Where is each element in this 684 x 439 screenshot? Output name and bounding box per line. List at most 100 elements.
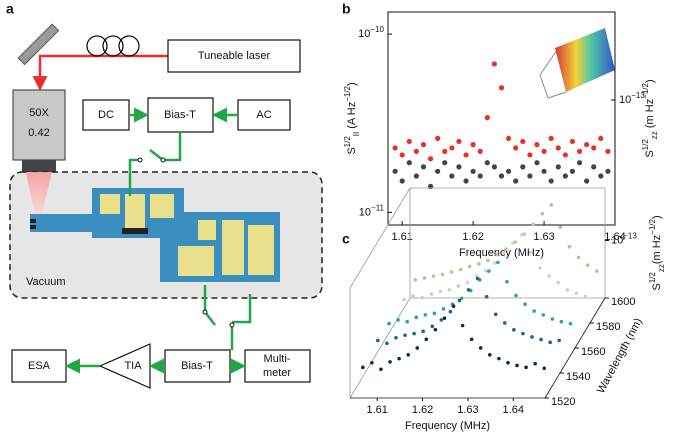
text-part: S bbox=[651, 283, 663, 290]
data-point bbox=[440, 272, 445, 277]
data-point bbox=[423, 313, 428, 317]
data-point bbox=[520, 138, 526, 145]
chip bbox=[30, 188, 280, 282]
data-point bbox=[465, 280, 470, 285]
data-point bbox=[420, 142, 427, 148]
data-point bbox=[414, 315, 419, 320]
data-point bbox=[585, 263, 590, 267]
data-point bbox=[463, 178, 469, 184]
data-point bbox=[457, 298, 462, 303]
data-point bbox=[562, 173, 568, 179]
data-point bbox=[527, 173, 533, 179]
text-part: S bbox=[346, 147, 358, 154]
data-point bbox=[513, 145, 519, 151]
data-point bbox=[532, 309, 536, 313]
data-point bbox=[463, 152, 469, 158]
data-point bbox=[574, 291, 579, 295]
data-point bbox=[424, 337, 429, 342]
data-point bbox=[432, 311, 437, 316]
laser-label: Tuneable laser bbox=[198, 50, 271, 62]
multimeter-box bbox=[244, 349, 311, 383]
data-point bbox=[449, 173, 455, 179]
data-point bbox=[496, 260, 500, 265]
data-point bbox=[438, 289, 443, 294]
data-point bbox=[534, 142, 540, 148]
data-point bbox=[548, 135, 554, 142]
tick-label: 10−13 bbox=[611, 231, 637, 246]
data-point bbox=[388, 360, 392, 364]
z-tick-label: 1560 bbox=[581, 346, 605, 358]
data-point bbox=[557, 338, 562, 343]
data-point bbox=[413, 278, 418, 282]
data-point bbox=[524, 365, 528, 370]
data-point bbox=[442, 316, 447, 320]
data-point bbox=[433, 327, 438, 332]
tick-label: 10−11 bbox=[359, 203, 385, 218]
data-point bbox=[449, 270, 454, 274]
data-point bbox=[469, 337, 474, 342]
x-tick-label: 1.62 bbox=[412, 404, 433, 416]
text-part: −1/2 bbox=[343, 85, 352, 101]
data-point bbox=[456, 164, 462, 170]
data-point bbox=[413, 173, 419, 179]
text-part: ) bbox=[644, 79, 656, 83]
laser-box bbox=[167, 39, 301, 73]
data-point bbox=[594, 269, 599, 273]
data-point bbox=[431, 274, 436, 278]
axis-label: S1/2zz(m Hz−1/2) bbox=[648, 215, 666, 290]
data-point bbox=[576, 160, 583, 166]
data-point bbox=[487, 353, 492, 357]
data-point bbox=[422, 276, 427, 280]
data-point bbox=[421, 329, 425, 334]
data-point bbox=[412, 331, 416, 336]
data-point bbox=[539, 337, 543, 342]
text-part: 10 bbox=[358, 28, 370, 40]
data-point bbox=[477, 173, 483, 179]
x-axis-label: Frequency (MHz) bbox=[405, 420, 490, 432]
panel-label: c bbox=[342, 231, 350, 247]
data-point bbox=[497, 356, 501, 361]
axis-label: S1/2II (A Hz−1/2) bbox=[343, 82, 361, 154]
data-point bbox=[470, 168, 476, 174]
text-part: −1/2 bbox=[648, 218, 657, 234]
switch-wire bbox=[128, 132, 182, 196]
data-point bbox=[584, 142, 590, 148]
data-point bbox=[470, 142, 476, 148]
data-point bbox=[520, 164, 526, 170]
x-axis-label: Frequency (MHz) bbox=[459, 247, 544, 259]
data-point bbox=[565, 288, 570, 292]
text-part: (m Hz bbox=[644, 99, 656, 131]
text-part: ) bbox=[651, 215, 663, 219]
text-part: −1/2 bbox=[641, 82, 650, 98]
data-point bbox=[498, 173, 505, 179]
data-point bbox=[392, 168, 398, 174]
bias-t-label: Bias-T bbox=[181, 360, 213, 372]
data-point bbox=[442, 148, 448, 154]
data-point bbox=[492, 261, 497, 265]
data-point bbox=[475, 276, 480, 281]
data-point bbox=[379, 367, 383, 372]
data-point bbox=[598, 173, 604, 179]
data-point bbox=[361, 365, 365, 370]
esa-box bbox=[11, 349, 67, 383]
data-point bbox=[504, 247, 508, 251]
data-point bbox=[495, 252, 499, 257]
data-point bbox=[406, 160, 412, 166]
x-tick-label: 1.61 bbox=[366, 404, 387, 416]
esa-label: ESA bbox=[28, 360, 51, 372]
beam-cone bbox=[26, 172, 52, 222]
data-point bbox=[502, 251, 506, 255]
x-tick-label: 1.62 bbox=[462, 231, 483, 243]
data-point bbox=[459, 296, 464, 301]
tick-label: 10−13 bbox=[619, 91, 645, 106]
data-point bbox=[420, 295, 425, 300]
laser-beam bbox=[32, 54, 168, 91]
data-point bbox=[540, 211, 545, 216]
data-point bbox=[385, 341, 389, 346]
dc-label: DC bbox=[98, 109, 114, 121]
data-point bbox=[493, 312, 498, 317]
data-point bbox=[396, 318, 400, 322]
data-point bbox=[392, 145, 398, 151]
text-part: 1/2 bbox=[641, 139, 650, 151]
